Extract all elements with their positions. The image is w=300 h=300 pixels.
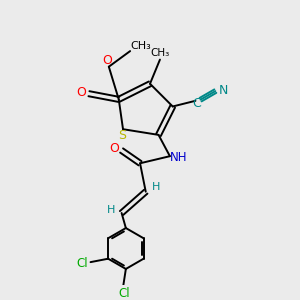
Text: O: O	[110, 142, 119, 155]
Text: H: H	[106, 205, 115, 214]
Text: N: N	[218, 84, 228, 98]
Text: C: C	[193, 97, 201, 110]
Text: O: O	[76, 86, 86, 99]
Text: O: O	[103, 54, 112, 67]
Text: NH: NH	[170, 151, 188, 164]
Text: CH₃: CH₃	[130, 41, 151, 51]
Text: S: S	[118, 129, 126, 142]
Text: Cl: Cl	[118, 287, 130, 300]
Text: CH₃: CH₃	[150, 47, 170, 58]
Text: H: H	[152, 182, 161, 192]
Text: Cl: Cl	[77, 257, 88, 270]
